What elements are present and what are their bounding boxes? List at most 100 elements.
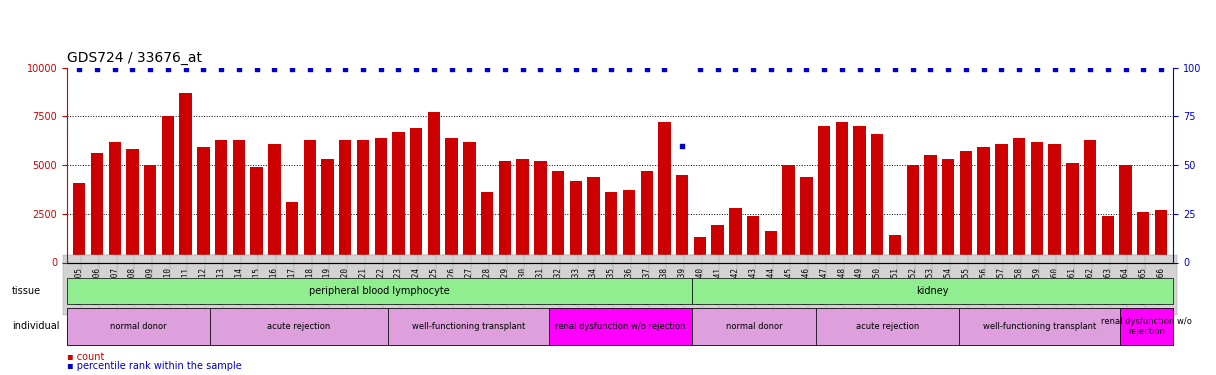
Bar: [907, 165, 919, 262]
Point: [69, 66, 89, 72]
Point: [691, 66, 710, 72]
Bar: [356, 140, 370, 262]
Text: tissue: tissue: [12, 286, 41, 296]
Point: [176, 66, 196, 72]
Bar: [1083, 140, 1097, 262]
Point: [654, 66, 674, 72]
Point: [441, 66, 461, 72]
Point: [88, 66, 107, 72]
Point: [371, 66, 390, 72]
Point: [903, 66, 923, 72]
Bar: [711, 225, 724, 262]
Point: [584, 66, 603, 72]
Point: [1009, 66, 1029, 72]
Bar: [658, 122, 671, 262]
Point: [867, 66, 886, 72]
Point: [282, 66, 302, 72]
Bar: [321, 159, 333, 262]
Bar: [410, 128, 422, 262]
Text: peripheral blood lymphocyte: peripheral blood lymphocyte: [309, 286, 450, 296]
Point: [1045, 66, 1064, 72]
Point: [336, 66, 355, 72]
Bar: [180, 93, 192, 262]
Bar: [782, 165, 795, 262]
Text: renal dysfunction w/o
rejection: renal dysfunction w/o rejection: [1102, 316, 1192, 336]
Bar: [959, 152, 972, 262]
Point: [1080, 66, 1099, 72]
Bar: [375, 138, 387, 262]
Point: [1063, 66, 1082, 72]
Bar: [606, 192, 618, 262]
Bar: [1013, 138, 1025, 262]
Point: [1028, 66, 1047, 72]
Text: renal dysfunction w/o rejection: renal dysfunction w/o rejection: [554, 322, 686, 331]
Bar: [1137, 212, 1149, 262]
Point: [1116, 66, 1136, 72]
Point: [1133, 66, 1153, 72]
Text: normal donor: normal donor: [109, 322, 167, 331]
Point: [939, 66, 958, 72]
Point: [105, 66, 124, 72]
Bar: [162, 116, 174, 262]
Bar: [108, 142, 120, 262]
Bar: [765, 231, 777, 262]
Point: [300, 66, 320, 72]
Point: [247, 66, 266, 72]
Point: [726, 66, 745, 72]
Bar: [232, 140, 246, 262]
Bar: [517, 159, 529, 262]
Point: [637, 66, 657, 72]
Bar: [623, 190, 635, 262]
Bar: [393, 132, 405, 262]
Point: [743, 66, 762, 72]
Point: [193, 66, 213, 72]
Bar: [482, 192, 494, 262]
Point: [619, 66, 638, 72]
Point: [815, 66, 834, 72]
Point: [265, 66, 285, 72]
Point: [229, 66, 248, 72]
Bar: [499, 161, 511, 262]
Bar: [694, 237, 706, 262]
Point: [708, 66, 727, 72]
Bar: [587, 177, 599, 262]
Bar: [995, 144, 1008, 262]
Point: [158, 66, 178, 72]
Point: [956, 66, 975, 72]
Bar: [889, 235, 901, 262]
Text: acute rejection: acute rejection: [268, 322, 331, 331]
Point: [832, 66, 851, 72]
Point: [548, 66, 568, 72]
Bar: [924, 155, 936, 262]
Bar: [445, 138, 458, 262]
Point: [495, 66, 514, 72]
Bar: [215, 140, 227, 262]
Bar: [854, 126, 866, 262]
Point: [992, 66, 1012, 72]
Bar: [1102, 216, 1114, 262]
Bar: [871, 134, 884, 262]
Point: [921, 66, 940, 72]
Text: ▪ count: ▪ count: [67, 352, 105, 362]
Point: [424, 66, 444, 72]
Bar: [143, 165, 157, 262]
Bar: [428, 112, 440, 262]
Point: [513, 66, 533, 72]
Bar: [534, 161, 546, 262]
Bar: [942, 159, 955, 262]
Text: individual: individual: [12, 321, 60, 331]
Text: well-functioning transplant: well-functioning transplant: [412, 322, 525, 331]
Bar: [1031, 142, 1043, 262]
Bar: [339, 140, 351, 262]
Bar: [818, 126, 831, 262]
Bar: [747, 216, 759, 262]
Bar: [1120, 165, 1132, 262]
Text: kidney: kidney: [916, 286, 948, 296]
Bar: [730, 208, 742, 262]
Bar: [269, 144, 281, 262]
Point: [850, 66, 869, 72]
Point: [389, 66, 409, 72]
Bar: [304, 140, 316, 262]
Bar: [126, 149, 139, 262]
Bar: [1155, 210, 1167, 262]
